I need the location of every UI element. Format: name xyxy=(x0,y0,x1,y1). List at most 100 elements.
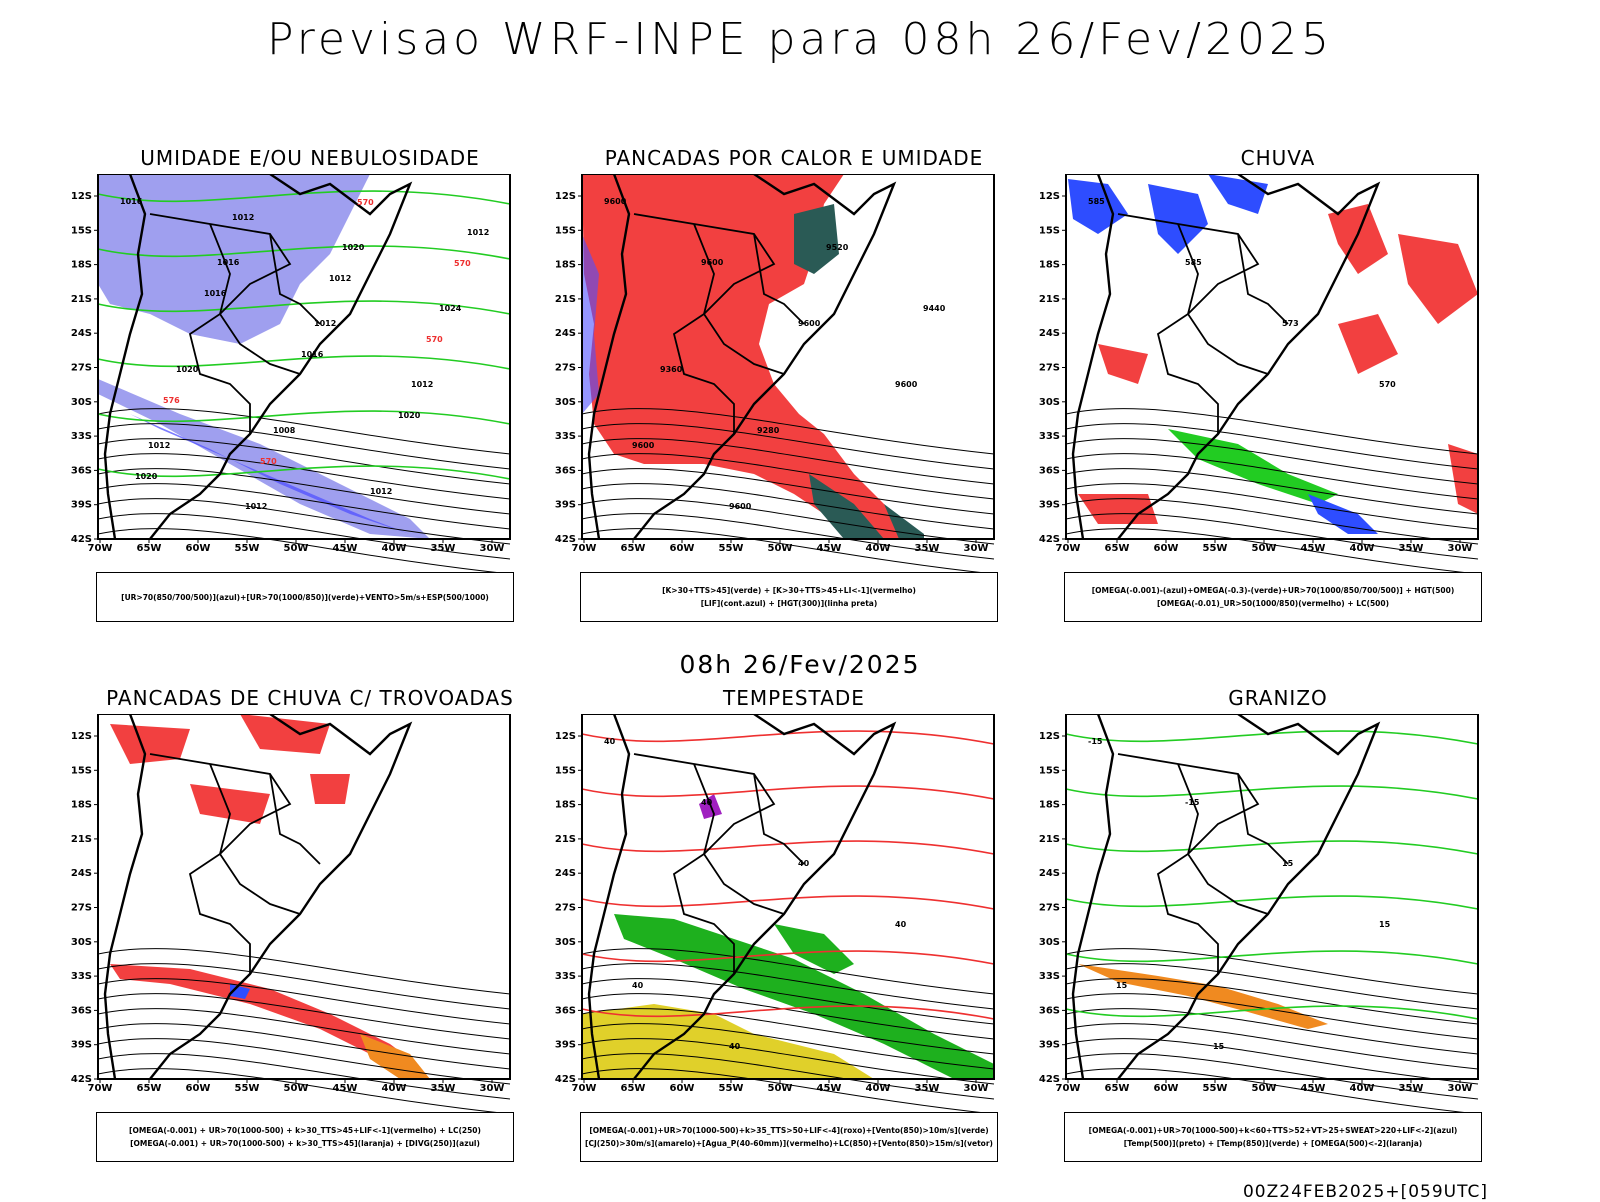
colored-contour-line xyxy=(581,840,995,855)
lat-label: 12S xyxy=(1039,191,1060,202)
lon-label: 55W xyxy=(719,543,744,554)
panel-title: CHUVA xyxy=(1240,146,1316,170)
colored-contour-line xyxy=(97,355,511,370)
lat-label: 27S xyxy=(71,363,92,374)
coastline xyxy=(587,174,897,540)
contour-label: 570 xyxy=(426,335,443,344)
contour-line xyxy=(1065,948,1479,995)
coastline xyxy=(1071,174,1381,540)
lon-label: 65W xyxy=(621,1083,646,1094)
contour-label: 40 xyxy=(632,981,644,990)
contour-label: 1016 xyxy=(120,197,143,206)
contour-line xyxy=(581,468,995,515)
contour-line xyxy=(1065,438,1479,485)
lon-label: 30W xyxy=(964,543,989,554)
lat-label: 18S xyxy=(71,260,92,271)
contour-line xyxy=(97,513,511,560)
contour-line xyxy=(1065,408,1479,455)
contour-line xyxy=(1065,483,1479,530)
contour-line xyxy=(581,423,995,470)
colored-contour-line xyxy=(97,190,511,205)
lon-label: 40W xyxy=(866,1083,891,1094)
lon-label: 50W xyxy=(768,1083,793,1094)
main-title: Previsao WRF-INPE para 08h 26/Fev/2025 xyxy=(267,14,1333,65)
contour-label: 9360 xyxy=(660,365,683,374)
caption-line: [LIF](cont.azul) + [HGT(300)](linha pret… xyxy=(700,599,878,608)
rain-fill xyxy=(1068,174,1478,534)
contour-lines xyxy=(97,190,511,574)
contour-line xyxy=(581,1023,995,1070)
caption-line: [OMEGA(-0.001)-(azul)+OMEGA(-0.3)-(verde… xyxy=(1091,586,1455,595)
lon-label: 70W xyxy=(88,543,113,554)
lat-label: 27S xyxy=(71,903,92,914)
lat-label: 15S xyxy=(555,765,576,776)
contour-label: 9600 xyxy=(895,380,918,389)
lat-label: 24S xyxy=(71,328,92,339)
map-frame xyxy=(97,174,511,540)
lon-label: 65W xyxy=(1105,1083,1130,1094)
contour-label: 576 xyxy=(163,396,180,405)
lat-label: 42S xyxy=(71,534,92,545)
coastline xyxy=(103,714,413,1080)
lon-label: 65W xyxy=(137,543,162,554)
contour-line xyxy=(97,423,511,470)
lon-label: 45W xyxy=(333,1083,358,1094)
lat-label: 42S xyxy=(1039,534,1060,545)
coastline xyxy=(103,174,413,540)
contour-label: 1008 xyxy=(273,426,296,435)
contour-line xyxy=(1065,498,1479,545)
contour-line xyxy=(581,948,995,995)
contour-line xyxy=(581,453,995,500)
lon-label: 35W xyxy=(915,543,940,554)
contour-line xyxy=(581,408,995,455)
contour-label: 1016 xyxy=(301,350,324,359)
lon-label: 40W xyxy=(1350,543,1375,554)
coastline xyxy=(1071,714,1381,1080)
lon-label: 70W xyxy=(88,1083,113,1094)
country-borders xyxy=(149,213,321,434)
lat-label: 18S xyxy=(555,800,576,811)
contour-label: 1012 xyxy=(148,441,170,450)
colored-contour-line xyxy=(1065,950,1479,965)
panel-granizo: GRANIZO -15 -15 15 15 15 15 12S 15S 18S 21S 24S 27S… xyxy=(1038,686,1518,1162)
contour-line xyxy=(97,978,511,1025)
lon-label: 40W xyxy=(1350,1083,1375,1094)
contour-label: 40 xyxy=(895,920,907,929)
lat-label: 33S xyxy=(555,971,576,982)
lon-label: 70W xyxy=(1056,1083,1081,1094)
contour-line xyxy=(97,483,511,530)
contour-line xyxy=(581,438,995,485)
contour-line xyxy=(97,498,511,545)
lat-label: 33S xyxy=(1039,971,1060,982)
contour-line xyxy=(97,408,511,455)
contour-line xyxy=(1065,423,1479,470)
colored-contour-line xyxy=(97,410,511,425)
map-frame xyxy=(97,714,511,1080)
contour-line xyxy=(97,1038,511,1085)
colored-contour-line xyxy=(1065,840,1479,855)
lon-label: 65W xyxy=(137,1083,162,1094)
lat-label: 30S xyxy=(1039,937,1060,948)
lat-label: 33S xyxy=(555,431,576,442)
lon-label: 55W xyxy=(235,1083,260,1094)
lon-label: 50W xyxy=(1252,1083,1277,1094)
colored-contour-line xyxy=(1065,895,1479,910)
lon-label: 65W xyxy=(621,543,646,554)
lat-label: 24S xyxy=(1039,328,1060,339)
contour-label: 570 xyxy=(1379,380,1396,389)
lon-label: 35W xyxy=(431,1083,456,1094)
map-chuva: 585 585 573 570 12S 15S 18S 21S 24S 27S 30S 33S 36S 3… xyxy=(1039,174,1479,574)
contour-label: 9600 xyxy=(604,197,627,206)
contour-label: 585 xyxy=(1185,258,1202,267)
lon-label: 55W xyxy=(1203,1083,1228,1094)
contour-label: 1020 xyxy=(398,411,421,420)
forecast-date-label: 08h 26/Fev/2025 xyxy=(679,650,921,679)
lat-label: 24S xyxy=(555,328,576,339)
contour-label: 1012 xyxy=(370,487,392,496)
panel-caption: [K>30+TTS>45](verde) + [K>30+TTS>45+LI<-… xyxy=(580,572,998,622)
colored-contour-line xyxy=(1065,730,1479,745)
colored-contour-line xyxy=(581,730,995,745)
contour-line xyxy=(97,438,511,485)
contour-line xyxy=(1065,993,1479,1040)
lat-label: 27S xyxy=(555,363,576,374)
